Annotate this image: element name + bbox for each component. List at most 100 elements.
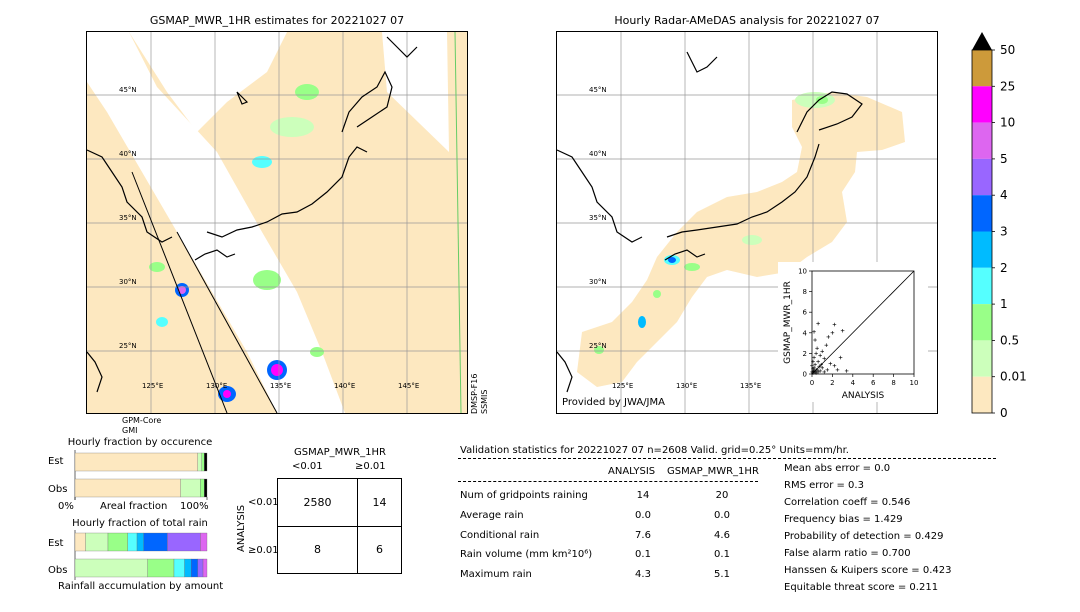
colorbar-extend-arrow xyxy=(972,32,992,50)
scatter-point xyxy=(816,370,820,374)
lat-label: 40°N xyxy=(119,150,137,158)
rain-row-label-est: Est xyxy=(48,538,64,549)
lon-label: 135°E xyxy=(270,382,292,390)
occ-xtick-left: 0% xyxy=(58,501,74,512)
rain-patch xyxy=(253,270,281,290)
left-map-nodata-ne xyxy=(382,32,449,152)
scatter-point xyxy=(817,364,821,369)
rain-patch xyxy=(638,316,646,328)
bar-segment xyxy=(143,532,168,552)
left-map-swath-edge xyxy=(131,171,278,413)
stats-col-analysis: ANALYSIS xyxy=(608,466,656,477)
scatter-point xyxy=(810,363,814,368)
bar-segment xyxy=(197,558,204,578)
lat-label: 25°N xyxy=(119,342,137,350)
occurence-bars xyxy=(74,450,208,500)
scatter-ytick-label: 4 xyxy=(803,329,808,337)
totalrain-bars xyxy=(74,530,208,580)
lat-label: 30°N xyxy=(589,278,607,286)
stats-row-gsmap: 20 xyxy=(715,490,729,501)
colorbar: 50 25 10 5 4 3 2 1 0.5 0.01 0 xyxy=(970,30,1070,420)
scatter-point xyxy=(814,368,818,372)
scatter-point xyxy=(820,349,824,354)
stats-divider-mid xyxy=(458,481,758,482)
scatter-xtick-label: 6 xyxy=(871,379,876,387)
score-line: Correlation coeff = 0.546 xyxy=(784,497,911,508)
sensor-label-dmsp: DMSP-F16 SSMIS xyxy=(470,354,490,414)
bar-segment xyxy=(204,452,208,472)
colorbar-label: 50 xyxy=(1000,43,1015,57)
colorbar-label: 0 xyxy=(1000,406,1008,420)
scatter-xtick-label: 4 xyxy=(851,379,856,387)
colorbar-label: 2 xyxy=(1000,261,1008,275)
scatter-ytick-label: 10 xyxy=(798,268,807,276)
bar-segment xyxy=(74,532,86,552)
map-credit: Provided by JWA/JMA xyxy=(562,397,665,408)
scatter-point xyxy=(816,359,820,364)
right-map-coastline xyxy=(557,51,863,393)
lat-label: 30°N xyxy=(119,278,137,286)
sensor-label-gpm: GPM-Core GMI xyxy=(122,416,161,436)
bar-segment xyxy=(85,532,109,552)
lon-label: 135°E xyxy=(740,382,762,390)
colorbar-segment xyxy=(972,50,992,87)
rain-patch xyxy=(653,290,661,298)
rain-patch xyxy=(178,286,186,294)
rain-row-label-obs: Obs xyxy=(48,565,68,576)
rain-patch xyxy=(816,96,828,104)
scatter-point xyxy=(819,362,823,367)
score-line: Probability of detection = 0.429 xyxy=(784,531,944,542)
scatter-point xyxy=(814,351,818,356)
lon-label: 130°E xyxy=(206,382,228,390)
scatter-point xyxy=(812,355,816,360)
lat-label: 35°N xyxy=(589,214,607,222)
rain-patch xyxy=(310,347,324,357)
bar-segment xyxy=(202,558,208,578)
contingency-row-label: ≥0.01 xyxy=(248,545,279,556)
scatter-point xyxy=(824,343,829,347)
scatter-point xyxy=(818,369,822,373)
colorbar-canvas: 50 25 10 5 4 3 2 1 0.5 0.01 0 xyxy=(971,32,1027,420)
scatter-ytick-label: 6 xyxy=(803,309,808,317)
colorbar-segment xyxy=(972,231,992,268)
colorbar-label: 5 xyxy=(1000,152,1008,166)
lat-label: 45°N xyxy=(589,86,607,94)
scatter-point xyxy=(816,321,820,326)
colorbar-label: 3 xyxy=(1000,225,1008,239)
colorbar-segment xyxy=(972,267,992,305)
stats-row-analysis: 0.1 xyxy=(635,549,651,560)
bar-segment xyxy=(191,558,198,578)
left-map-swath-gap xyxy=(87,32,345,413)
rain-xlabel: Rainfall accumulation by amount xyxy=(58,581,224,592)
left-map-grid xyxy=(87,32,467,413)
left-map-east-fill xyxy=(447,32,467,413)
bar-segment xyxy=(167,532,201,552)
rain-patch xyxy=(295,84,319,100)
scatter-xtick-label: 10 xyxy=(910,379,919,387)
stats-divider-top xyxy=(458,458,996,459)
bar-segment xyxy=(173,558,185,578)
stats-row-analysis: 4.3 xyxy=(635,569,651,580)
bar-segment xyxy=(127,532,138,552)
bar-segment xyxy=(200,532,208,552)
lat-label: 40°N xyxy=(589,150,607,158)
colorbar-label: 25 xyxy=(1000,79,1015,93)
scatter-point xyxy=(835,368,840,372)
stats-row-analysis: 7.6 xyxy=(635,530,651,541)
score-line: False alarm ratio = 0.700 xyxy=(784,548,911,559)
scatter-ytick-label: 8 xyxy=(803,288,807,296)
scatter-diagonal xyxy=(811,270,915,375)
left-map: 45°N 40°N 35°N 30°N 25°N 125°E 130°E 135… xyxy=(86,31,468,414)
lon-label: 125°E xyxy=(612,382,634,390)
stats-row-analysis: 14 xyxy=(636,490,650,501)
bar-segment xyxy=(136,532,144,552)
scatter-point xyxy=(813,362,817,367)
scatter-plot: 0 2 4 6 8 10 0 2 4 6 8 10 ANALYSIS GSMAP_MWR_1HR xyxy=(783,268,919,402)
colorbar-segment xyxy=(972,158,992,196)
score-line: Hanssen & Kuipers score = 0.423 xyxy=(784,565,952,576)
totalrain-title: Hourly fraction of total rain xyxy=(72,518,208,529)
stats-row-label: Average rain xyxy=(460,510,524,521)
sensor-label-line: GMI xyxy=(122,426,138,435)
left-map-nodata-north xyxy=(129,32,287,132)
scatter-xtick-label: 2 xyxy=(830,379,834,387)
